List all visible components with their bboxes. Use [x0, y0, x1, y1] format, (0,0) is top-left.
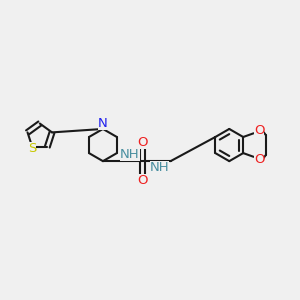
Text: N: N	[98, 117, 108, 130]
Text: NH: NH	[120, 148, 140, 161]
Text: O: O	[254, 124, 264, 137]
Text: S: S	[28, 142, 36, 154]
Text: NH: NH	[150, 161, 169, 174]
Text: O: O	[137, 136, 147, 148]
Text: O: O	[254, 153, 264, 166]
Text: O: O	[137, 174, 147, 187]
